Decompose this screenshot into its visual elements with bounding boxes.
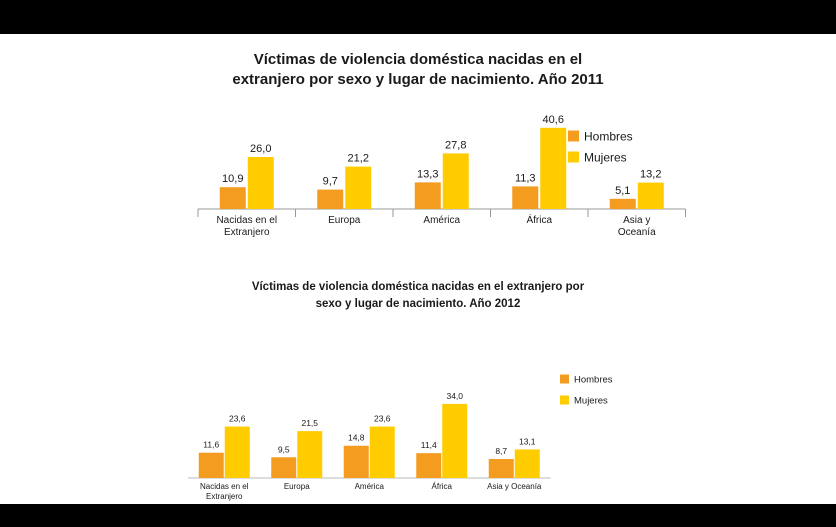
bar-mujeres-1 <box>297 431 323 478</box>
data-label: 14,8 <box>348 433 365 443</box>
data-label: 8,7 <box>495 446 507 456</box>
bar-hombres-1 <box>317 189 344 209</box>
category-label: África <box>432 482 453 491</box>
category-label: Europa <box>284 482 310 491</box>
bar-hombres-0 <box>198 452 224 478</box>
category-label: África <box>526 213 552 226</box>
legend-label-mujeres: Mujeres <box>584 150 627 164</box>
chart-title-2012-line2: sexo y lugar de nacimiento. Año 2012 <box>315 298 521 310</box>
data-label: 23,6 <box>229 414 246 424</box>
legend-label-hombres: Hombres <box>584 129 633 143</box>
category-label: Nacidas en el <box>216 215 277 226</box>
bar-mujeres-3 <box>442 403 468 478</box>
chart-title-2011-line2: extranjero por sexo y lugar de nacimient… <box>232 71 604 88</box>
bar-hombres-3 <box>416 453 442 478</box>
data-label: 11,4 <box>421 440 437 450</box>
letterbox-bottom <box>0 504 836 527</box>
data-label: 9,7 <box>323 176 338 188</box>
bar-mujeres-4 <box>514 449 540 478</box>
bar-hombres-3 <box>512 186 539 209</box>
category-label: Oceanía <box>618 227 656 238</box>
data-label: 11,3 <box>515 172 536 184</box>
data-label: 21,2 <box>348 153 369 165</box>
category-label: Asia y <box>623 215 650 226</box>
data-label: 13,1 <box>519 436 536 446</box>
bar-mujeres-1 <box>345 166 372 209</box>
chart-title-2012: Víctimas de violencia doméstica nacidas … <box>168 279 668 313</box>
category-label: América <box>355 482 385 491</box>
data-label: 11,6 <box>203 440 219 450</box>
chart-title-2011: Víctimas de violencia doméstica nacidas … <box>118 50 718 90</box>
bar-hombres-2 <box>414 182 441 209</box>
data-label: 40,6 <box>543 114 564 126</box>
bar-hombres-0 <box>219 187 246 209</box>
bar-mujeres-3 <box>540 127 567 209</box>
bar-mujeres-4 <box>637 182 664 209</box>
bar-mujeres-2 <box>442 153 469 209</box>
letterbox-top <box>0 0 836 34</box>
category-label: Extranjero <box>224 227 270 238</box>
legend-swatch-mujeres <box>560 395 569 405</box>
data-label: 10,9 <box>222 173 243 185</box>
legend-label-mujeres: Mujeres <box>574 395 608 406</box>
data-label: 23,6 <box>374 414 391 424</box>
legend-label-hombres: Hombres <box>574 374 613 385</box>
category-label: América <box>423 215 460 226</box>
bar-hombres-4 <box>488 459 514 478</box>
bar-hombres-2 <box>343 445 369 478</box>
data-label: 9,5 <box>278 444 290 454</box>
legend-swatch-mujeres <box>568 151 579 163</box>
data-label: 13,2 <box>640 169 661 181</box>
data-label: 27,8 <box>445 139 466 151</box>
bar-mujeres-0 <box>247 157 274 209</box>
bar-mujeres-0 <box>224 426 250 478</box>
category-label: Extranjero <box>206 492 243 501</box>
category-label: Europa <box>328 215 361 226</box>
category-label: Asia y Oceanía <box>487 482 542 491</box>
data-label: 13,3 <box>417 168 438 180</box>
data-label: 21,5 <box>301 418 318 428</box>
data-label: 5,1 <box>615 185 630 197</box>
chart-title-2011-line1: Víctimas de violencia doméstica nacidas … <box>253 51 583 68</box>
data-label: 34,0 <box>446 391 463 401</box>
legend-swatch-hombres <box>560 374 569 384</box>
bar-hombres-1 <box>271 457 297 478</box>
legend-swatch-hombres <box>568 130 579 142</box>
bar-mujeres-2 <box>369 426 395 478</box>
chart-title-2012-line1: Víctimas de violencia doméstica nacidas … <box>251 281 585 293</box>
data-label: 26,0 <box>250 143 271 155</box>
category-label: Nacidas en el <box>200 482 249 491</box>
bar-hombres-4 <box>609 198 636 209</box>
